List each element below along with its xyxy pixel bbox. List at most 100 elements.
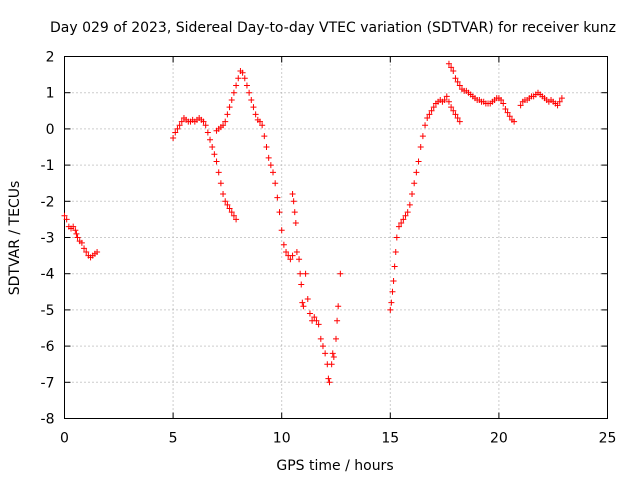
data-point-marker	[283, 248, 290, 255]
data-point-marker	[70, 223, 77, 230]
data-point-marker	[178, 118, 185, 125]
data-point-marker	[296, 256, 303, 263]
y-axis-label: SDTVAR / TECUs	[7, 181, 23, 296]
data-point-marker	[325, 375, 332, 382]
data-point-marker	[456, 82, 463, 89]
y-tick-label: -5	[41, 303, 55, 319]
data-point-marker	[239, 69, 246, 76]
data-point-marker	[390, 277, 397, 284]
data-point-marker	[413, 169, 420, 176]
data-point-marker	[222, 118, 229, 125]
data-point-marker	[322, 350, 329, 357]
data-point-marker	[241, 75, 248, 82]
data-point-marker	[272, 180, 279, 187]
data-point-marker	[415, 158, 422, 165]
data-point-marker	[259, 122, 266, 129]
data-point-marker	[217, 180, 224, 187]
x-tick-label: 15	[381, 431, 399, 447]
data-point-marker	[61, 212, 68, 219]
data-point-marker	[270, 169, 277, 176]
data-point-marker	[176, 122, 183, 129]
data-point-marker	[502, 105, 509, 112]
data-point-marker	[402, 212, 409, 219]
data-point-marker	[261, 133, 268, 140]
data-point-marker	[400, 216, 407, 223]
data-point-marker	[452, 111, 459, 118]
data-point-marker	[313, 317, 320, 324]
data-point-marker	[419, 133, 426, 140]
data-point-marker	[430, 104, 437, 111]
data-point-marker	[334, 317, 341, 324]
data-point-marker	[230, 89, 237, 96]
data-point-marker	[230, 212, 237, 219]
data-point-marker	[428, 107, 435, 114]
data-point-marker	[215, 169, 222, 176]
x-axis-label: GPS time / hours	[276, 458, 393, 474]
data-point-marker	[333, 335, 339, 342]
x-tick-label: 0	[60, 431, 69, 447]
data-point-marker	[74, 234, 81, 241]
axis-ticks	[64, 56, 608, 419]
data-point-marker	[456, 118, 463, 125]
y-tick-label: -3	[41, 231, 55, 247]
data-point-marker	[406, 201, 413, 208]
data-point-marker	[226, 104, 233, 111]
data-point-marker	[72, 227, 79, 234]
y-tick-label: 2	[46, 50, 55, 66]
data-point-marker	[393, 234, 400, 241]
x-tick-label: 5	[169, 431, 178, 447]
data-point-marker	[445, 98, 452, 105]
data-point-marker	[317, 335, 324, 342]
data-point-marker	[311, 314, 318, 321]
data-point-marker	[200, 118, 207, 125]
data-point-marker	[291, 209, 298, 216]
data-point-marker	[319, 343, 326, 350]
data-point-marker	[293, 248, 300, 255]
data-point-marker	[211, 151, 218, 158]
data-point-marker	[233, 82, 240, 89]
data-point-marker	[81, 245, 88, 252]
data-point-marker	[224, 111, 231, 118]
data-point-marker	[83, 248, 90, 255]
data-point-marker	[337, 270, 344, 277]
data-point-marker	[424, 115, 431, 122]
data-point-marker	[450, 107, 457, 114]
data-points	[61, 60, 565, 386]
y-tick-label: 1	[46, 86, 55, 102]
data-point-marker	[172, 129, 179, 136]
data-point-marker	[409, 191, 416, 198]
data-point-marker	[250, 104, 257, 111]
data-point-marker	[388, 299, 395, 306]
data-point-marker	[452, 75, 459, 82]
data-point-marker	[94, 248, 101, 255]
data-point-marker	[289, 252, 296, 259]
data-point-marker	[297, 270, 304, 277]
data-point-marker	[417, 144, 424, 150]
data-point-marker	[454, 78, 461, 85]
data-point-marker	[73, 230, 80, 237]
data-point-marker	[395, 223, 402, 230]
data-point-marker	[411, 180, 418, 187]
data-point-marker	[441, 96, 448, 103]
data-point-marker	[506, 113, 513, 120]
data-point-marker	[306, 310, 313, 317]
data-point-marker	[299, 299, 306, 306]
plot-frame	[64, 56, 608, 419]
data-point-marker	[235, 75, 242, 82]
data-point-marker	[454, 115, 461, 122]
data-point-marker	[278, 227, 285, 234]
y-tick-label: -6	[41, 339, 55, 355]
data-point-marker	[292, 220, 299, 227]
data-point-marker	[287, 256, 294, 263]
data-point-marker	[174, 125, 181, 132]
data-point-marker	[256, 118, 263, 125]
data-point-marker	[228, 96, 235, 103]
data-point-marker	[298, 281, 305, 288]
data-point-marker	[422, 122, 429, 129]
data-point-marker	[207, 136, 214, 143]
data-point-marker	[556, 98, 563, 105]
data-point-marker	[78, 239, 85, 246]
data-point-marker	[445, 60, 452, 67]
